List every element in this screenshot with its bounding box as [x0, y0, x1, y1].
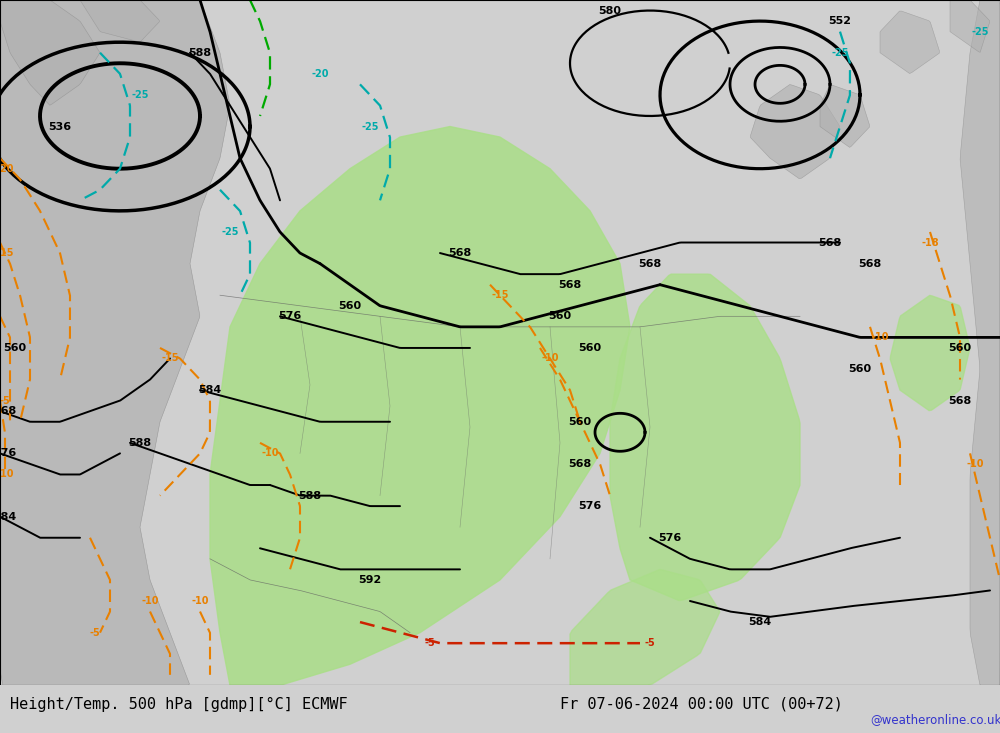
Text: -20: -20: [0, 163, 14, 174]
Polygon shape: [960, 0, 1000, 685]
Polygon shape: [0, 0, 230, 685]
Text: -10: -10: [871, 332, 889, 342]
Text: -5: -5: [0, 396, 10, 405]
Text: 584: 584: [198, 385, 222, 395]
Text: -25: -25: [221, 227, 239, 237]
Text: 560: 560: [578, 343, 602, 353]
Text: 584: 584: [0, 512, 17, 522]
Text: 568: 568: [568, 459, 592, 469]
Text: -25: -25: [361, 122, 379, 131]
Text: 552: 552: [828, 16, 852, 26]
Text: Fr 07-06-2024 00:00 UTC (00+72): Fr 07-06-2024 00:00 UTC (00+72): [560, 697, 843, 712]
Text: 584: 584: [748, 617, 772, 627]
Text: 588: 588: [188, 48, 212, 58]
Text: -10: -10: [141, 596, 159, 606]
Polygon shape: [751, 84, 840, 179]
Text: 568: 568: [448, 248, 472, 258]
Polygon shape: [80, 0, 159, 42]
Text: -5: -5: [645, 638, 655, 648]
Text: 560: 560: [3, 343, 27, 353]
Text: -5: -5: [90, 627, 100, 638]
Text: 576: 576: [0, 449, 17, 458]
Text: -15: -15: [161, 353, 179, 364]
Text: 576: 576: [278, 312, 302, 321]
Text: 576: 576: [578, 501, 602, 511]
Text: 568: 568: [638, 259, 662, 268]
Polygon shape: [570, 570, 720, 685]
Text: 560: 560: [338, 301, 362, 311]
Text: -25: -25: [131, 90, 149, 100]
Text: 576: 576: [658, 533, 682, 542]
Text: -25: -25: [831, 48, 849, 58]
Text: -10: -10: [541, 353, 559, 364]
Text: 560: 560: [948, 343, 972, 353]
Polygon shape: [950, 0, 990, 52]
Text: 592: 592: [358, 575, 382, 585]
Text: @weatheronline.co.uk: @weatheronline.co.uk: [870, 713, 1000, 726]
Text: -20: -20: [311, 69, 329, 79]
Text: -10: -10: [966, 459, 984, 469]
Text: -15: -15: [491, 290, 509, 301]
Polygon shape: [610, 274, 800, 600]
Text: -15: -15: [0, 248, 14, 258]
Text: 568: 568: [948, 396, 972, 405]
Polygon shape: [0, 0, 100, 106]
Polygon shape: [890, 295, 970, 410]
Text: -5: -5: [425, 638, 435, 648]
Polygon shape: [880, 11, 939, 73]
Text: 560: 560: [848, 364, 872, 374]
Text: 560: 560: [548, 312, 572, 321]
Text: 568: 568: [818, 237, 842, 248]
Text: -10: -10: [191, 596, 209, 606]
Text: 560: 560: [568, 417, 592, 427]
Polygon shape: [820, 85, 869, 147]
Text: -10: -10: [0, 469, 14, 479]
Text: -18: -18: [921, 237, 939, 248]
Text: 588: 588: [128, 438, 152, 448]
Text: 536: 536: [48, 122, 72, 131]
Text: -10: -10: [261, 449, 279, 458]
Text: 568: 568: [858, 259, 882, 268]
Text: 568: 568: [0, 406, 17, 416]
Text: -25: -25: [971, 26, 989, 37]
Polygon shape: [210, 127, 630, 685]
Text: 580: 580: [598, 6, 622, 15]
Text: 568: 568: [558, 280, 582, 290]
Text: 588: 588: [298, 490, 322, 501]
Text: Height/Temp. 500 hPa [gdmp][°C] ECMWF: Height/Temp. 500 hPa [gdmp][°C] ECMWF: [10, 697, 348, 712]
